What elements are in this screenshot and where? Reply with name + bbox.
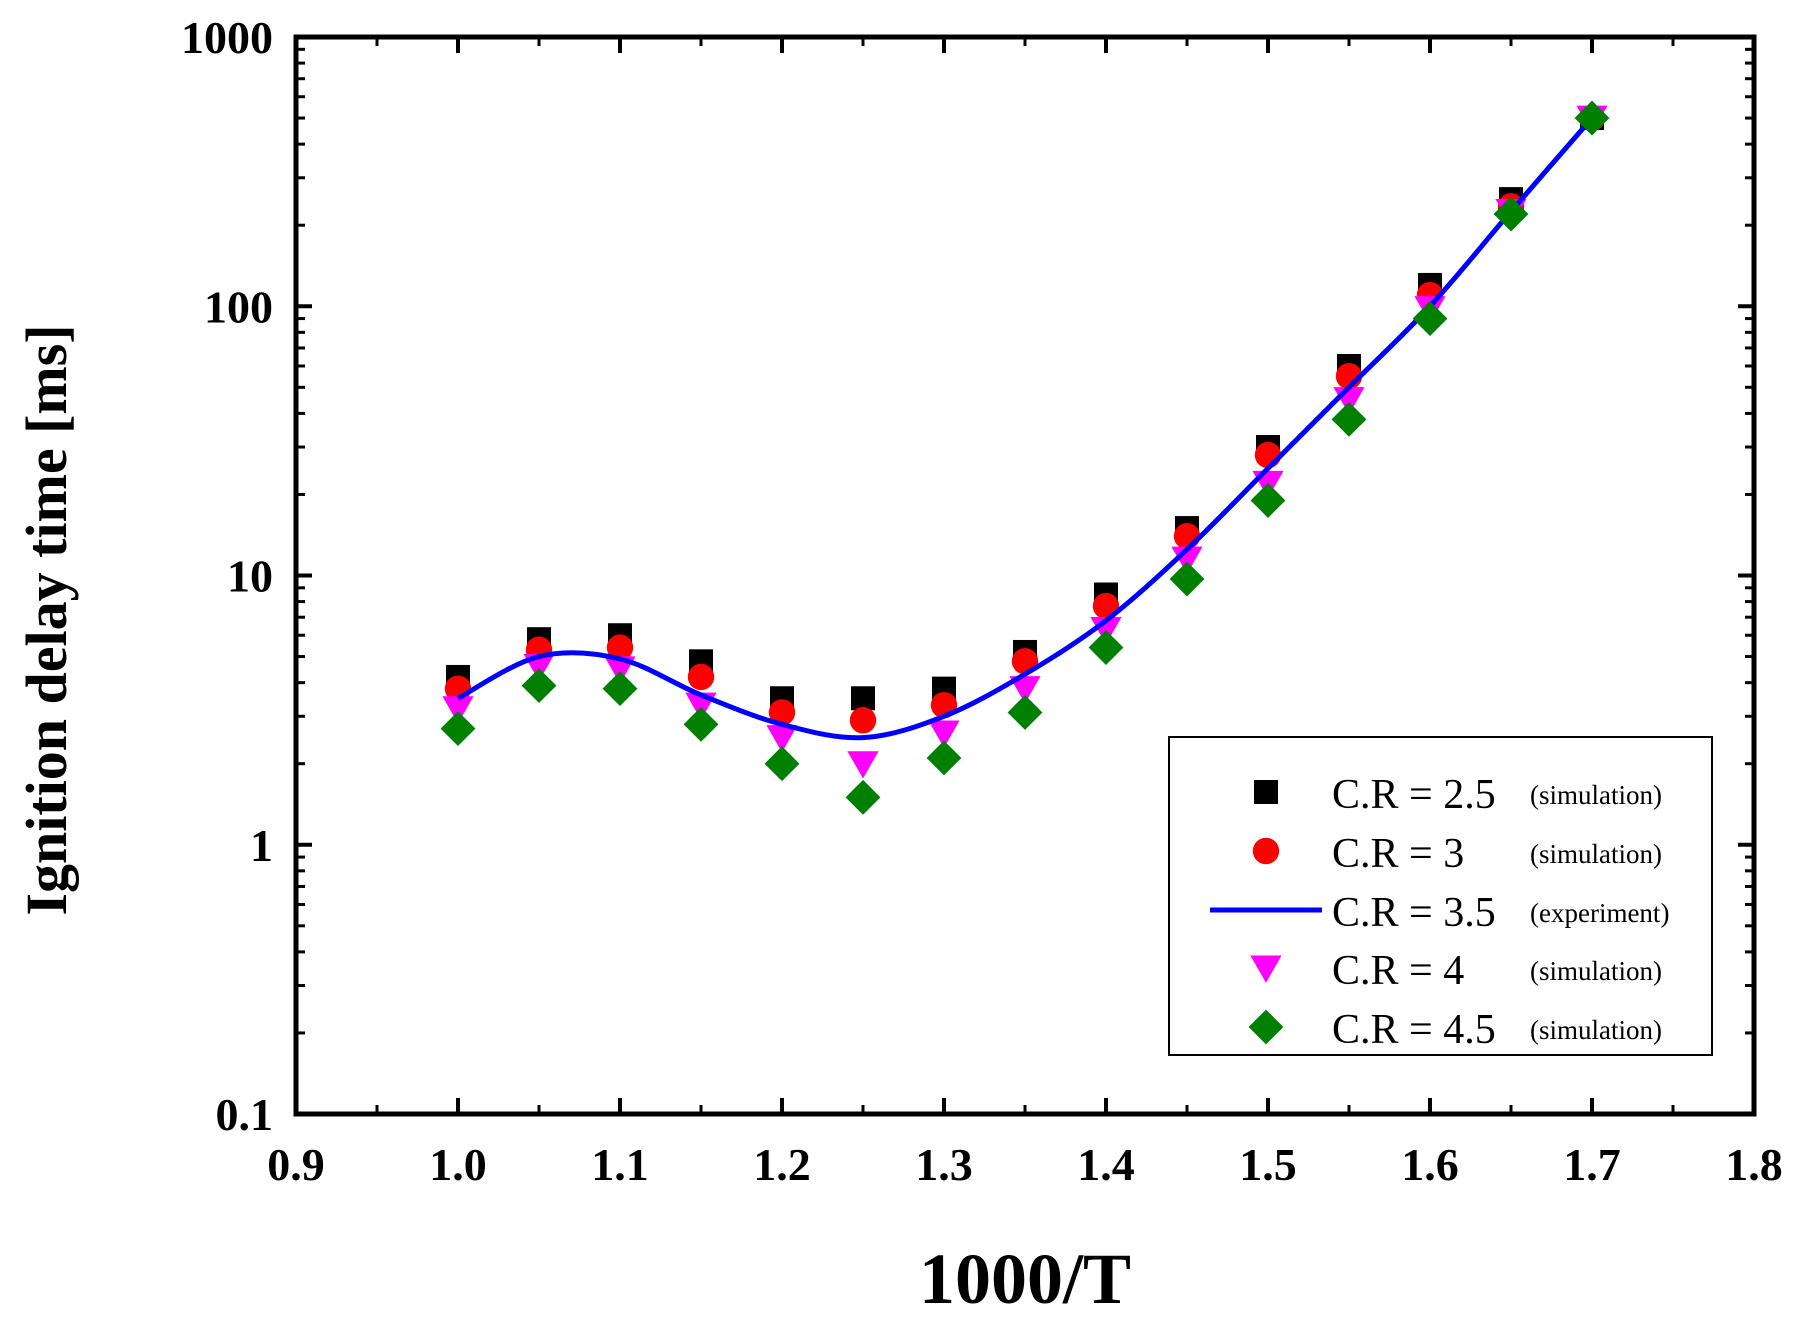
y-axis-title: Ignition delay time [ms] [14, 324, 79, 915]
data-point [687, 663, 715, 691]
legend-note: (simulation) [1530, 839, 1662, 869]
series-c-r-2-5 [446, 106, 1604, 711]
data-point [768, 699, 796, 726]
axis-ticks [294, 35, 1756, 1116]
legend-marker [1250, 955, 1282, 983]
legend-label: C.R = 4 [1332, 948, 1464, 994]
series-c-r-3 [444, 104, 1606, 734]
legend-label: C.R = 3 [1332, 831, 1464, 877]
x-tick-label: 1.6 [1401, 1139, 1459, 1190]
x-tick-label: 1.8 [1725, 1139, 1783, 1190]
x-tick-label: 0.9 [267, 1139, 325, 1190]
legend-note: (simulation) [1530, 780, 1662, 810]
data-point [683, 706, 719, 742]
data-point [1412, 301, 1448, 336]
legend-marker [1254, 780, 1278, 804]
x-axis-title: 1000/T [919, 1239, 1131, 1319]
legend-note: (experiment) [1530, 898, 1669, 928]
data-point [1009, 676, 1041, 704]
data-point [1331, 401, 1367, 437]
x-tick-label: 1.4 [1077, 1139, 1135, 1190]
legend: C.R = 2.5 (simulation) C.R = 3 (simulation)… [1168, 736, 1713, 1056]
data-point [926, 740, 962, 776]
data-point [1493, 196, 1529, 232]
y-tick-label: 10 [227, 551, 273, 602]
y-tick-label: 1000 [181, 12, 273, 63]
data-point [1007, 695, 1043, 730]
legend-marker [1248, 1009, 1284, 1045]
data-point [845, 779, 881, 815]
data-point [1250, 483, 1286, 518]
data-point [606, 634, 634, 661]
data-point [1173, 522, 1201, 550]
legend-note: (simulation) [1530, 956, 1662, 986]
x-tick-label: 1.1 [591, 1139, 649, 1190]
data-point [849, 707, 877, 734]
x-tick-label: 1.7 [1563, 1139, 1621, 1190]
data-point [764, 746, 800, 782]
data-point [1254, 441, 1282, 469]
x-tick-label: 1.2 [753, 1139, 811, 1190]
data-point [847, 751, 879, 779]
legend-label: C.R = 2.5 [1332, 772, 1496, 818]
x-tick-label: 1.5 [1239, 1139, 1297, 1190]
y-tick-label: 0.1 [216, 1089, 274, 1140]
data-point [602, 671, 638, 707]
data-point [521, 668, 557, 704]
legend-items: C.R = 2.5 (simulation) C.R = 3 (simulation)… [1210, 772, 1669, 1053]
data-point [1169, 561, 1205, 597]
data-point [442, 696, 474, 724]
legend-label: C.R = 4.5 [1332, 1007, 1496, 1053]
data-point [1574, 100, 1610, 136]
series-c-r-4-5 [440, 100, 1610, 815]
y-tick-label: 100 [204, 281, 273, 332]
legend-marker [1252, 837, 1280, 865]
y-tick-label: 1 [250, 820, 273, 871]
data-point [851, 686, 875, 711]
legend-note: (simulation) [1530, 1015, 1662, 1045]
tick-labels: 0.9 1.0 1.1 1.2 1.3 1.4 1.5 1.6 1.7 1.8 0.1 1 10 100 1… [181, 12, 1783, 1190]
data-point [928, 720, 960, 748]
data-point [1088, 630, 1124, 665]
x-tick-label: 1.3 [915, 1139, 973, 1190]
x-tick-label: 1.0 [429, 1139, 487, 1190]
legend-label: C.R = 3.5 [1332, 890, 1496, 936]
series-layer [440, 100, 1610, 815]
data-point [440, 711, 476, 747]
data-point [766, 725, 798, 753]
